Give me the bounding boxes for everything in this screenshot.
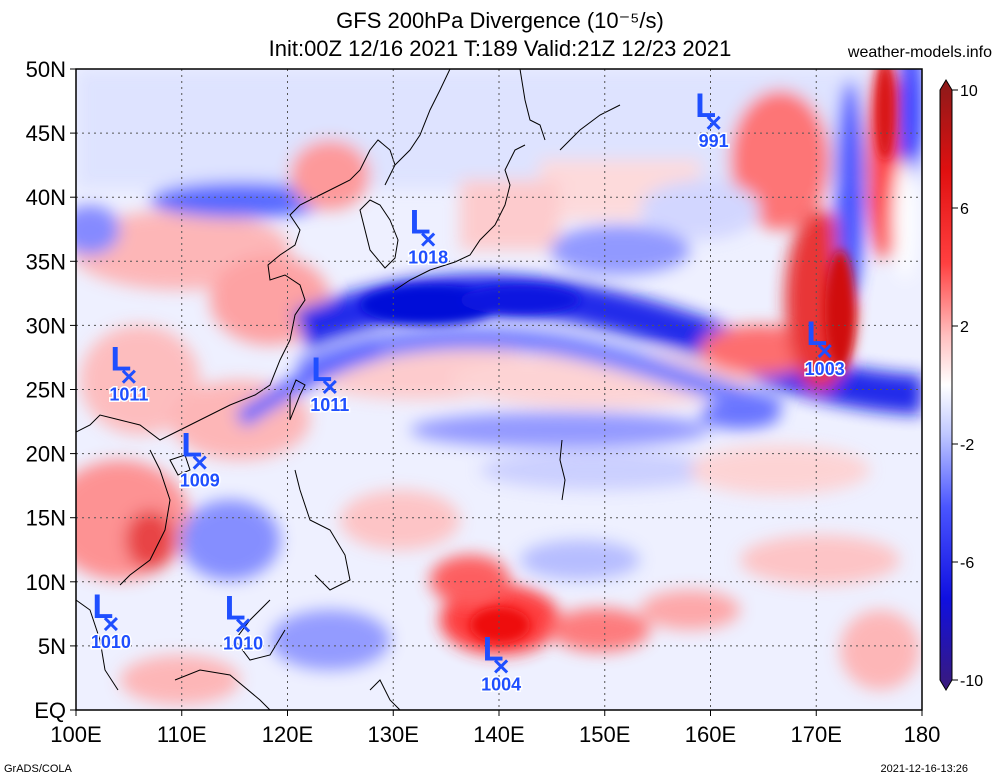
lon-label: 160E (685, 722, 736, 747)
low-marker: L 1004 (480, 630, 523, 696)
lon-label: 180 (904, 722, 941, 747)
low-marker: L 1011 (108, 341, 150, 407)
low-pressure-value: 1004 (481, 674, 521, 694)
low-center-x (192, 455, 207, 470)
lon-label: 110E (157, 722, 207, 747)
coastlines (76, 69, 621, 710)
low-letter: L (311, 351, 332, 389)
low-marker: L 1010 (222, 589, 265, 655)
low-letter: L (483, 630, 504, 668)
chart-title: GFS 200hPa Divergence (10⁻⁵/s) (336, 8, 664, 33)
low-marker: L 1009 (178, 427, 221, 493)
low-marker: L 1010 (89, 588, 132, 654)
graticule (76, 69, 922, 710)
colorbar-label: 6 (960, 201, 969, 218)
lat-label: 40N (26, 185, 66, 210)
colorbar-label: -6 (960, 555, 974, 572)
low-letter: L (93, 588, 114, 626)
low-pressure-value: 1009 (180, 471, 220, 491)
low-pressure-value: 1011 (109, 385, 148, 405)
low-center-x (236, 618, 251, 633)
lat-label: 45N (26, 121, 66, 146)
lat-label: 35N (26, 249, 66, 274)
low-center-x (103, 617, 118, 632)
low-letter: L (225, 589, 246, 627)
colorbar-label: -10 (960, 673, 983, 690)
lat-label: 20N (26, 442, 66, 467)
site-label: weather-models.info (847, 44, 992, 61)
low-center-x (121, 369, 136, 384)
software-credit: GrADS/COLA (4, 763, 72, 775)
lat-label: 30N (26, 313, 66, 338)
chart-subtitle: Init:00Z 12/16 2021 T:189 Valid:21Z 12/2… (268, 36, 732, 61)
low-center-x (494, 659, 509, 674)
divergence-field (76, 69, 922, 710)
axis-labels: EQ 5N 10N 15N 20N 25N 30N 35N 40N 45N 50N 100E 110E 1… (26, 57, 941, 747)
lon-label: 140E (473, 722, 524, 747)
low-letter: L (110, 341, 131, 379)
generation-timestamp: 2021-12-16-13:26 (880, 763, 968, 775)
lat-label: EQ (34, 698, 66, 723)
lon-label: 120E (262, 722, 313, 747)
lon-label: 150E (579, 722, 630, 747)
low-pressure-value: 1018 (408, 248, 448, 268)
low-marker: L 991 (695, 87, 730, 152)
lon-label: 130E (368, 722, 419, 747)
low-letter: L (806, 315, 827, 353)
low-center-x (706, 115, 721, 130)
low-pressure-value: 991 (699, 131, 729, 151)
lat-label: 15N (26, 506, 66, 531)
colorbar: 10 6 2 -2 -6 -10 (939, 79, 983, 691)
low-center-x (421, 232, 436, 247)
lon-label: 100E (50, 722, 101, 747)
lat-label: 25N (26, 378, 66, 403)
low-letter: L (410, 204, 431, 242)
low-marker: L 1003 (803, 315, 846, 381)
low-pressure-value: 1003 (805, 359, 845, 379)
low-pressure-value: 1010 (223, 633, 263, 653)
lat-label: 5N (38, 634, 66, 659)
colorbar-label: 2 (960, 319, 969, 336)
lon-label: 170E (791, 722, 842, 747)
low-pressure-value: 1011 (310, 395, 349, 415)
low-pressure-value: 1010 (91, 632, 131, 652)
low-letter: L (181, 427, 202, 465)
colorbar-label: -2 (960, 437, 974, 454)
low-letter: L (695, 87, 716, 125)
low-center-x (817, 343, 832, 359)
colorbar-label: 10 (960, 83, 978, 100)
low-center-x (322, 379, 337, 394)
low-marker: L 1011 (309, 351, 351, 417)
lat-label: 50N (26, 57, 66, 82)
low-marker: L 1018 (407, 204, 450, 270)
lat-label: 10N (26, 570, 66, 595)
